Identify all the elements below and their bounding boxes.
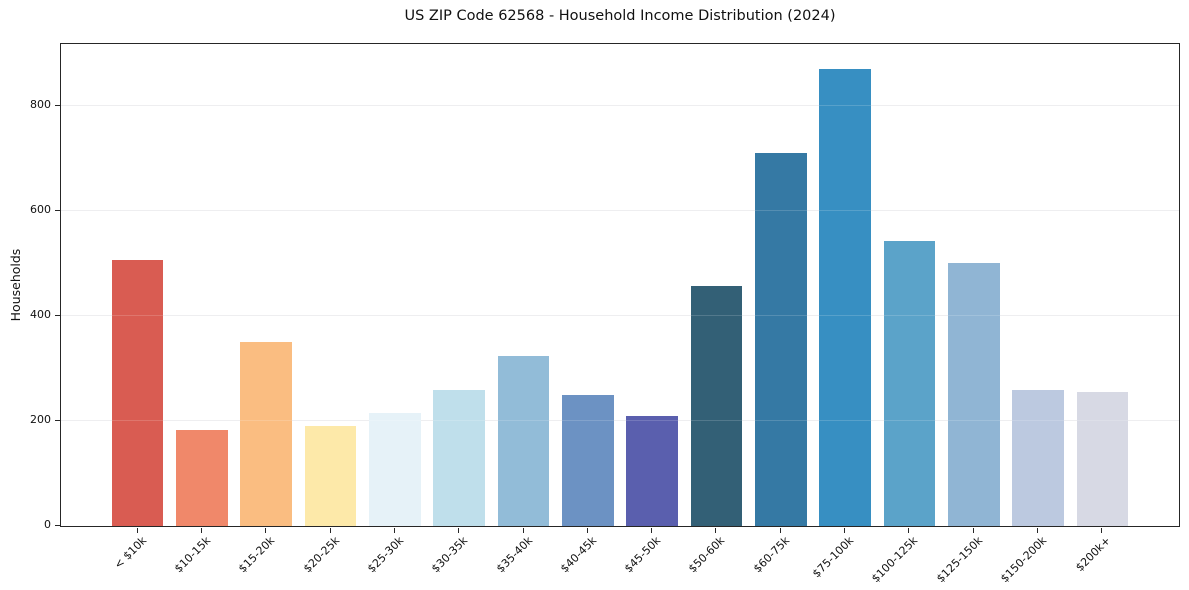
gridline-overlay-y-600 [61,210,1179,212]
bar-$20-25k [304,426,357,526]
bar-< $10k [111,259,164,526]
y-axis-label: Households [8,248,23,322]
x-tick-label-5: $30-35k [429,534,471,576]
x-tick-label-13: $125-150k [933,534,985,586]
bar-$40-45k [562,394,614,526]
y-tick-mark-600 [55,209,60,211]
gridline-overlay-y-400 [61,315,1179,317]
x-tick-mark-2 [265,528,267,533]
bar-$35-40k [497,356,550,526]
y-tick-label-400: 400 [30,307,51,321]
x-tick-label-1: $10-15k [171,534,214,576]
x-tick-mark-1 [200,528,202,533]
x-tick-label-7: $40-45k [557,534,600,576]
bar-$45-50k [626,415,678,526]
bar-$200k+ [1076,392,1129,526]
x-tick-mark-10 [779,528,781,533]
x-tick-mark-11 [844,528,846,533]
y-tick-mark-200 [55,419,60,421]
y-tick-label-0: 0 [44,518,51,531]
x-tick-label-4: $25-30k [364,534,407,576]
x-tick-mark-6 [522,528,524,533]
x-tick-label-8: $45-50k [622,534,664,576]
y-tick-mark-0 [55,525,60,526]
bar-$10-15k [176,429,228,526]
bar-$25-30k [369,413,421,526]
x-tick-label-3: $20-25k [300,534,342,576]
y-tick-label-800: 800 [30,97,51,111]
x-tick-label-6: $35-40k [493,534,535,576]
bar-$30-35k [433,389,485,526]
chart-title: US ZIP Code 62568 - Household Income Dis… [404,8,836,24]
bar-$100-125k [883,240,936,526]
x-tick-mark-15 [1101,528,1103,533]
gridline-y-400 [61,315,1179,317]
x-tick-label-15: $200k+ [1073,534,1114,575]
bar-$150-200k [1012,389,1064,526]
y-tick-mark-800 [55,104,60,106]
x-tick-label-2: $15-20k [236,534,278,576]
gridline-y-200 [61,420,1179,422]
x-tick-label-10: $60-75k [750,534,793,576]
y-tick-label-600: 600 [30,202,51,216]
gridline-y-600 [61,210,1179,212]
x-tick-mark-9 [715,528,717,533]
x-tick-mark-7 [586,528,588,533]
x-tick-mark-13 [972,528,974,533]
x-tick-label-9: $50-60k [686,534,728,576]
bar-$60-75k [755,153,807,526]
y-tick-label-200: 200 [30,412,51,426]
x-tick-label-11: $75-100k [810,534,857,581]
bar-$50-60k [690,286,743,526]
x-tick-mark-8 [651,528,653,533]
bar-$15-20k [240,342,292,526]
x-tick-mark-5 [458,528,460,533]
bar-$125-150k [948,263,1000,526]
x-tick-mark-14 [1037,528,1039,533]
gridline-y-800 [61,105,1179,107]
x-tick-label-12: $100-125k [869,534,921,586]
x-tick-mark-4 [393,528,395,533]
y-tick-mark-400 [55,314,60,316]
x-tick-mark-0 [136,528,138,533]
x-tick-label-0: < $10k [111,534,149,572]
bar-$75-100k [819,69,871,526]
x-tick-mark-12 [908,528,910,533]
plot-area [60,43,1180,527]
gridline-overlay-y-800 [61,105,1179,107]
x-tick-mark-3 [329,528,331,533]
gridline-overlay-y-200 [61,420,1179,422]
x-tick-label-14: $150-200k [998,534,1050,586]
